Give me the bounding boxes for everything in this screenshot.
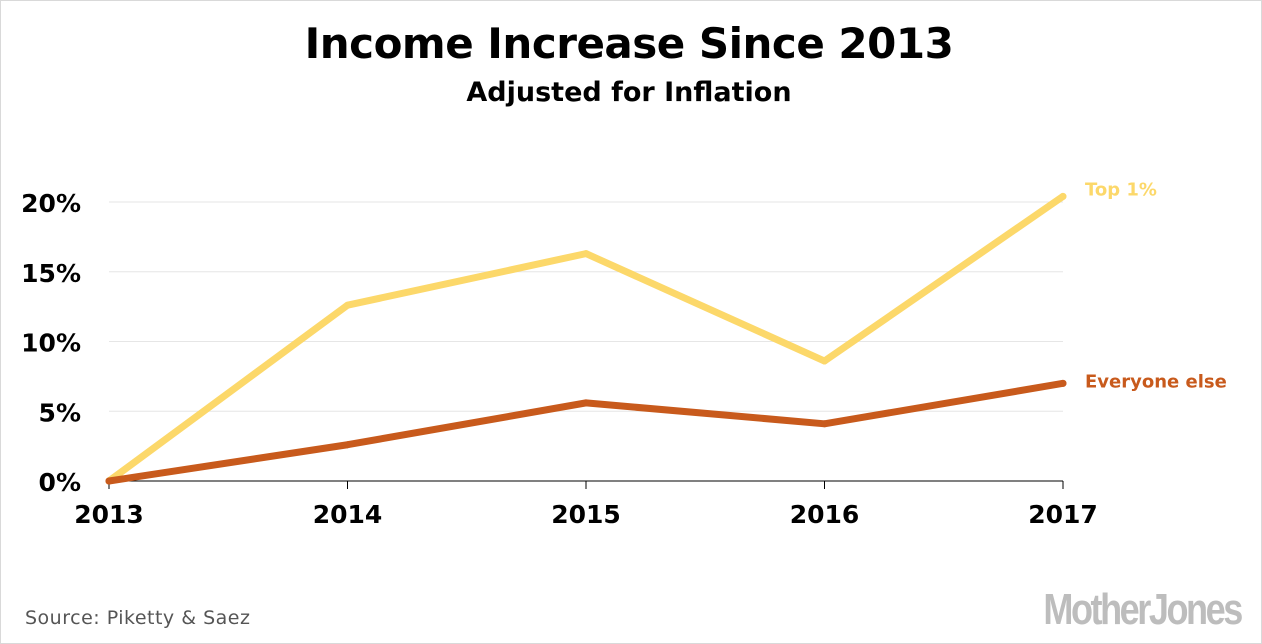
series-point [1059,379,1067,387]
series-lines [105,192,1067,485]
y-tick-label: 0% [39,468,81,497]
series-point [105,477,113,485]
series-label: Top 1% [1085,179,1157,200]
series-line-1 [105,379,1067,485]
line-chart: 0% 5% 10% 15% 20% 2013 2014 2015 2016 2017 Top 1… [21,179,1227,529]
x-tick-label: 2013 [74,500,144,529]
series-point [582,399,590,407]
series-point [1059,192,1067,200]
chart-title: Income Increase Since 2013 [304,19,954,68]
series-point [821,420,828,428]
series-line-0 [105,192,1067,485]
series-point [344,301,351,309]
series-labels: Top 1% Everyone else [1085,179,1227,392]
x-tick-label: 2016 [790,500,860,529]
series-label: Everyone else [1085,371,1227,392]
y-tick-label: 20% [21,189,81,218]
x-tick-label: 2017 [1028,500,1098,529]
y-tick-label: 10% [21,329,81,358]
x-axis-labels: 2013 2014 2015 2016 2017 [74,500,1098,529]
source-note: Source: Piketty & Saez [25,607,251,629]
chart-subtitle: Adjusted for Inflation [466,77,792,108]
series-point [821,357,828,365]
brand-logo: MotherJones [1043,585,1244,634]
x-axis [108,480,1064,489]
y-tick-label: 5% [39,398,81,427]
y-axis-labels: 0% 5% 10% 15% 20% [21,189,81,497]
series-point [344,441,351,449]
x-tick-label: 2015 [551,500,621,529]
y-tick-label: 15% [21,259,81,288]
x-tick-label: 2014 [313,500,383,529]
series-point [582,250,590,258]
